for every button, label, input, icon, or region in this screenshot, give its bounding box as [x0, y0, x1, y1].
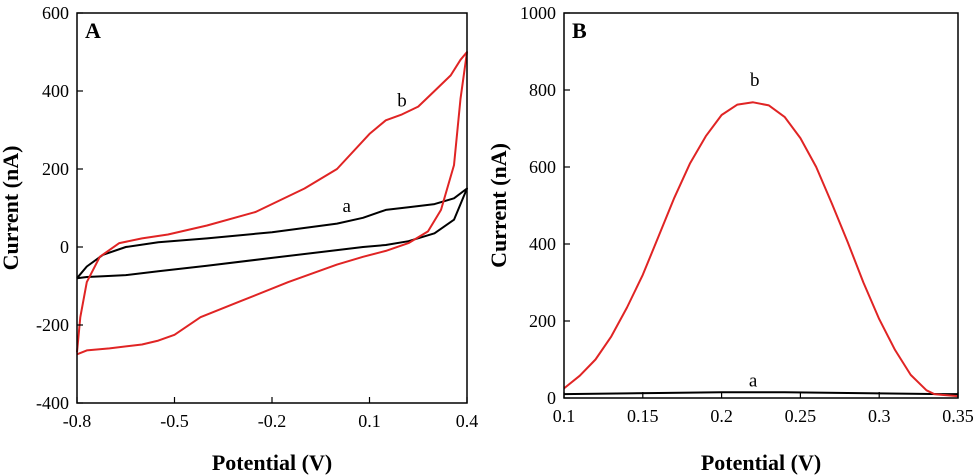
panel-label: A — [85, 18, 101, 43]
series-b-label: b — [750, 70, 760, 91]
y-tick-label: -200 — [36, 315, 69, 335]
y-tick-label: 0 — [60, 237, 69, 257]
series-b-label: b — [397, 91, 407, 112]
y-tick-label: -400 — [36, 393, 69, 413]
x-tick-label: -0.8 — [63, 411, 92, 431]
x-tick-label: -0.2 — [258, 411, 287, 431]
y-tick-label: 1000 — [520, 3, 556, 23]
x-tick-label: 0.2 — [710, 406, 733, 426]
y-tick-label: 800 — [529, 80, 556, 100]
x-axis-title: Potential (V) — [212, 450, 332, 475]
series-a-label: a — [749, 370, 758, 391]
plot-frame — [563, 12, 959, 399]
x-tick-label: 0.25 — [785, 406, 817, 426]
x-tick-label: 0.35 — [942, 406, 974, 426]
chart-b: a b 0.1 0.15 0.2 0.25 0.3 0.35 0 200 400 600 800 1000… — [488, 3, 974, 475]
x-tick-label: 0.15 — [627, 406, 659, 426]
x-axis-title: Potential (V) — [701, 450, 821, 475]
y-tick-label: 200 — [529, 311, 556, 331]
x-tick-label: -0.5 — [160, 411, 189, 431]
y-axis-title: Current (nA) — [0, 146, 23, 271]
y-tick-label: 600 — [529, 157, 556, 177]
y-axis-title: Current (nA) — [488, 143, 511, 268]
y-tick-label: 400 — [529, 234, 556, 254]
chart-a: a b -0.8 -0.5 -0.2 0.1 0.4 -400 -200 0 200 400 600 Po… — [0, 3, 479, 475]
series-b-line — [563, 101, 959, 398]
panel-label: B — [572, 18, 587, 43]
series-a-line — [76, 187, 468, 280]
series-b-line — [76, 51, 468, 356]
x-tick-label: 0.4 — [456, 411, 479, 431]
x-tick-label: 0.1 — [358, 411, 381, 431]
y-tick-label: 200 — [42, 159, 69, 179]
x-tick-label: 0.1 — [553, 406, 576, 426]
series-a-label: a — [343, 196, 352, 217]
x-tick-label: 0.3 — [868, 406, 891, 426]
series-a-line — [563, 391, 958, 396]
y-tick-label: 600 — [42, 3, 69, 23]
y-tick-label: 0 — [547, 388, 556, 408]
y-tick-label: 400 — [42, 81, 69, 101]
